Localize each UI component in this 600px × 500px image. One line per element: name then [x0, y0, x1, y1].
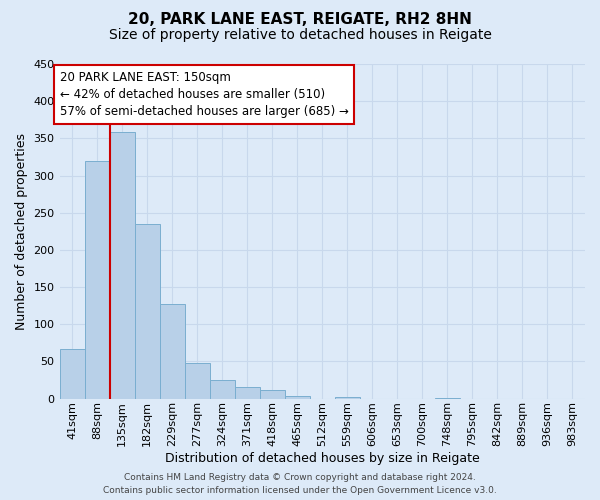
- Bar: [185, 363, 209, 398]
- Bar: [85, 160, 110, 398]
- Bar: [260, 390, 285, 398]
- Bar: [285, 396, 310, 398]
- Text: 20 PARK LANE EAST: 150sqm
← 42% of detached houses are smaller (510)
57% of semi: 20 PARK LANE EAST: 150sqm ← 42% of detac…: [59, 70, 349, 118]
- Y-axis label: Number of detached properties: Number of detached properties: [15, 133, 28, 330]
- Bar: [134, 224, 160, 398]
- Text: Contains HM Land Registry data © Crown copyright and database right 2024.
Contai: Contains HM Land Registry data © Crown c…: [103, 474, 497, 495]
- Text: Size of property relative to detached houses in Reigate: Size of property relative to detached ho…: [109, 28, 491, 42]
- Bar: [209, 380, 235, 398]
- Text: 20, PARK LANE EAST, REIGATE, RH2 8HN: 20, PARK LANE EAST, REIGATE, RH2 8HN: [128, 12, 472, 28]
- Bar: [110, 132, 134, 398]
- Bar: [160, 304, 185, 398]
- Bar: [235, 388, 260, 398]
- Bar: [335, 397, 360, 398]
- X-axis label: Distribution of detached houses by size in Reigate: Distribution of detached houses by size …: [165, 452, 479, 465]
- Bar: [59, 348, 85, 399]
